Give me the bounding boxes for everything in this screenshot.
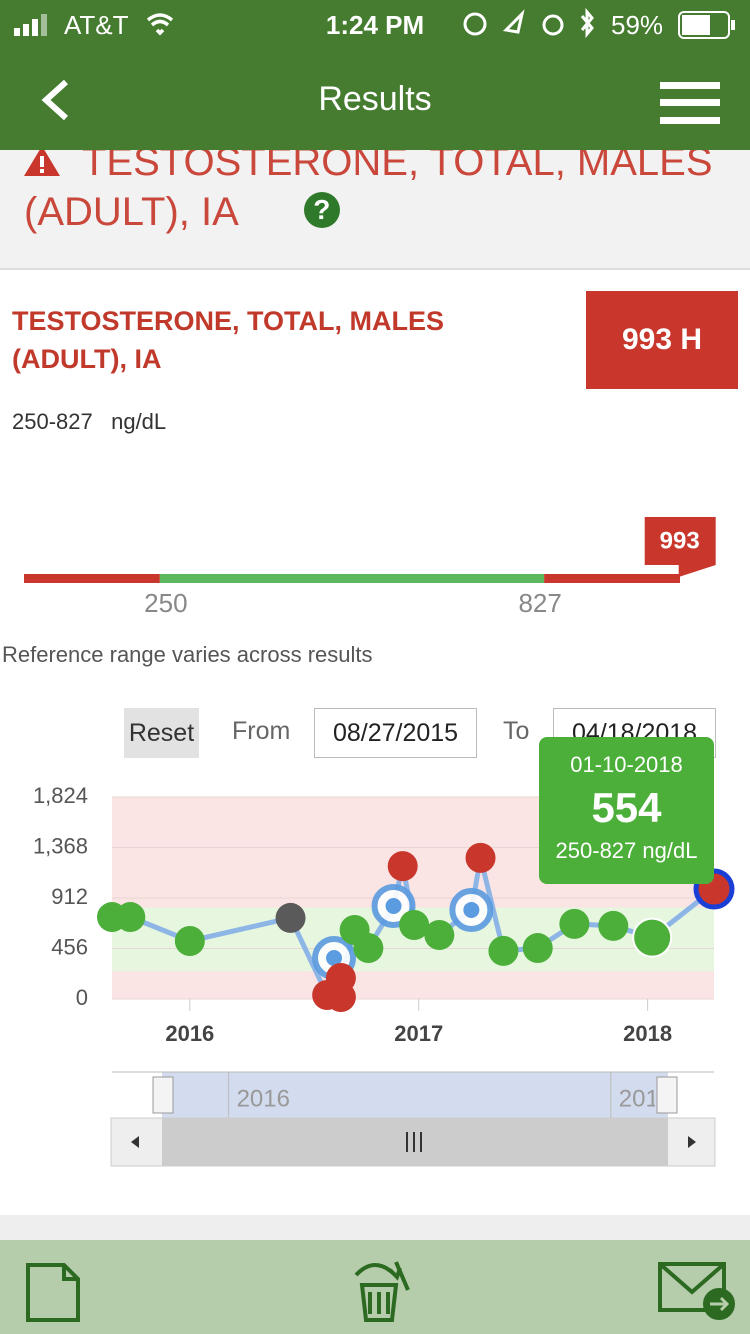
battery-level [682, 15, 710, 35]
point [174, 925, 205, 956]
range-normal [159, 574, 545, 583]
wifi-icon [146, 13, 174, 36]
y-tick-label: 0 [76, 985, 88, 1010]
x-tick-label: 2016 [165, 1021, 214, 1046]
value-flag [644, 517, 716, 577]
to-label: To [503, 717, 530, 745]
navigator-selection[interactable] [162, 1072, 668, 1118]
email-icon[interactable] [658, 1262, 735, 1320]
tooltip-range: 250-827 ng/dL [555, 838, 698, 863]
banner-text: TESTOSTERONE, TOTAL, MALES (ADULT), IA [24, 150, 713, 234]
x-tick-label: 2017 [394, 1021, 443, 1046]
y-tick-label: 1,824 [33, 783, 88, 808]
tooltip: 01-10-2018 554 250-827 ng/dL [539, 737, 714, 884]
point [275, 902, 306, 933]
point [387, 851, 418, 882]
menu-button[interactable] [660, 82, 720, 124]
battery-tip [731, 20, 735, 30]
battery-icon [678, 11, 730, 39]
clock: 1:24 PM [325, 10, 425, 40]
point-ring-center [326, 950, 343, 967]
navigator-label: 2018 [619, 1085, 672, 1112]
result-name: TESTOSTERONE, TOTAL, MALES (ADULT), IA [12, 306, 445, 374]
result-value: 993 H [586, 291, 738, 389]
note: Reference range varies across results [2, 642, 373, 667]
point [522, 933, 553, 964]
scroll-grip [406, 1132, 422, 1152]
range-high-label: 827 [518, 588, 561, 618]
range-high [544, 574, 680, 583]
point [353, 933, 384, 964]
point-ring-center [385, 897, 402, 914]
battery-percent: 59% [611, 10, 664, 40]
from-input[interactable]: 08/27/2015 [314, 708, 477, 758]
point [424, 919, 455, 950]
reset-button[interactable]: Reset [124, 708, 199, 758]
document-icon[interactable] [26, 1263, 80, 1322]
navigator-label: 2016 [237, 1085, 290, 1112]
y-tick-label: 456 [51, 934, 88, 959]
back-button[interactable] [41, 79, 69, 121]
y-tick-label: 912 [51, 884, 88, 909]
point-ring-center [463, 901, 480, 918]
tooltip-date: 01-10-2018 [570, 752, 683, 777]
navigator-handle-left[interactable] [152, 1076, 174, 1114]
status-icons [463, 7, 594, 39]
signal-icon [14, 14, 47, 36]
reference-range: 250-827 ng/dL [12, 409, 166, 435]
tooltip-value: 554 [591, 784, 662, 831]
carrier: AT&T [64, 10, 129, 40]
point [632, 917, 673, 958]
x-tick-label: 2018 [623, 1021, 672, 1046]
navigator-handle-right[interactable] [656, 1076, 678, 1114]
point [399, 910, 430, 941]
y-tick-label: 1,368 [33, 833, 88, 858]
value-flag-label: 993 [660, 527, 700, 554]
help-icon[interactable]: ? [303, 192, 340, 228]
range-low-label: 250 [144, 588, 187, 618]
nav-title: Results [318, 80, 432, 118]
range-text: 250-827 [12, 409, 93, 434]
unit-text: ng/dL [111, 409, 167, 434]
from-label: From [232, 717, 291, 745]
warning-icon [24, 150, 60, 176]
point [488, 935, 519, 966]
point [465, 842, 496, 873]
point [115, 902, 146, 933]
point [325, 962, 356, 993]
point [559, 908, 590, 939]
point [598, 910, 629, 941]
range-low [24, 574, 160, 583]
delete-icon[interactable] [354, 1261, 410, 1322]
separator [0, 1215, 750, 1240]
header-bar [0, 0, 750, 150]
banner-title: TESTOSTERONE, TOTAL, MALES (ADULT), IA? [24, 150, 724, 237]
banner: TESTOSTERONE, TOTAL, MALES (ADULT), IA? [0, 150, 750, 270]
